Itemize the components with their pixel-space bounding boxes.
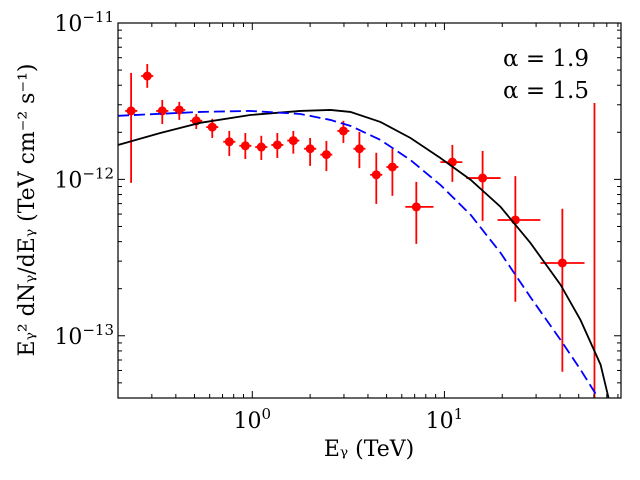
tick-base: 10 — [426, 409, 454, 434]
data-point — [224, 137, 234, 147]
x-tick-label: 100 — [234, 405, 272, 434]
data-point — [387, 162, 397, 172]
data-point — [590, 413, 599, 422]
data-point — [207, 122, 217, 132]
data-point — [557, 258, 567, 268]
tick-exponent: 1 — [454, 405, 464, 423]
x-axis-label: Eᵧ (TeV) — [324, 437, 414, 462]
data-point — [371, 170, 381, 180]
tick-base: 10 — [234, 409, 262, 434]
tick-base: 10 — [54, 12, 82, 37]
model-line — [118, 110, 600, 398]
y-tick-label: 10−12 — [54, 164, 114, 193]
data-point — [126, 106, 136, 116]
tick-base: 10 — [54, 325, 82, 350]
data-point — [321, 150, 331, 160]
y-tick-label: 10−11 — [54, 8, 114, 37]
y-axis-label: Eᵧ² dNᵧ/dEᵧ (TeV cm⁻² s⁻¹) — [15, 64, 40, 357]
tick-exponent: −11 — [82, 8, 114, 26]
tick-exponent: 0 — [262, 405, 272, 423]
tick-base: 10 — [54, 168, 82, 193]
plot-area — [118, 63, 610, 422]
data-point — [305, 144, 315, 154]
model-line — [118, 109, 610, 398]
data-point — [256, 142, 266, 152]
data-point — [288, 136, 298, 146]
legend-entry: α = 1.9 — [503, 46, 589, 72]
axes-frame — [117, 22, 622, 399]
tick-exponent: −13 — [82, 321, 114, 339]
data-point — [411, 202, 421, 212]
x-tick-label: 101 — [426, 405, 464, 434]
y-tick-label: 10−13 — [54, 321, 114, 350]
data-point — [142, 71, 152, 81]
data-point — [272, 140, 282, 150]
data-point — [240, 141, 250, 151]
data-point — [478, 173, 488, 183]
data-point — [338, 126, 348, 136]
legend-entry: α = 1.5 — [503, 78, 589, 104]
tick-exponent: −12 — [82, 164, 114, 182]
data-point — [354, 144, 364, 154]
data-point — [174, 105, 184, 115]
